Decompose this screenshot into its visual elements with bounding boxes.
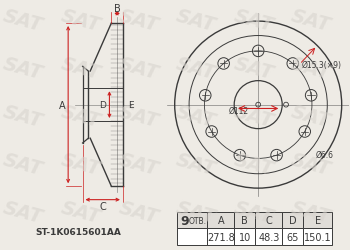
Text: A: A	[59, 100, 66, 110]
Text: SAT: SAT	[174, 102, 218, 131]
Text: SAT: SAT	[116, 7, 160, 36]
Bar	[282, 228, 303, 245]
Text: 48.3: 48.3	[258, 232, 279, 242]
Text: SAT: SAT	[174, 7, 218, 36]
Text: SAT: SAT	[116, 54, 160, 83]
Text: D: D	[289, 216, 296, 226]
Text: 65: 65	[287, 232, 299, 242]
Text: SAT: SAT	[289, 7, 333, 36]
Bar	[303, 228, 332, 245]
Text: SAT: SAT	[289, 150, 333, 179]
Text: A: A	[217, 216, 224, 226]
Text: E: E	[315, 216, 321, 226]
Text: SAT: SAT	[58, 54, 103, 83]
Text: B: B	[241, 216, 248, 226]
Text: SAT: SAT	[116, 198, 160, 227]
Text: SAT: SAT	[289, 54, 333, 83]
Text: SAT: SAT	[1, 54, 45, 83]
Text: SAT: SAT	[1, 102, 45, 131]
Text: E: E	[128, 101, 134, 110]
Text: B: B	[114, 4, 120, 14]
Text: C: C	[265, 216, 272, 226]
Text: SAT: SAT	[1, 7, 45, 36]
Text: SAT: SAT	[1, 198, 45, 227]
Text: SAT: SAT	[174, 198, 218, 227]
Bar	[234, 212, 255, 228]
Bar	[177, 212, 207, 228]
Text: C: C	[99, 202, 106, 211]
Text: 10: 10	[239, 232, 251, 242]
Bar	[177, 228, 207, 245]
Text: SAT: SAT	[231, 7, 275, 36]
Bar	[255, 212, 282, 228]
Text: SAT: SAT	[58, 7, 103, 36]
Bar	[234, 228, 255, 245]
Text: Ø112: Ø112	[229, 106, 249, 116]
Text: SAT: SAT	[231, 150, 275, 179]
Text: ОТВ.: ОТВ.	[189, 216, 207, 225]
Text: 271.8: 271.8	[207, 232, 235, 242]
Text: SAT: SAT	[231, 102, 275, 131]
Text: SAT: SAT	[1, 150, 45, 179]
Text: SAT: SAT	[58, 102, 103, 131]
Text: SAT: SAT	[231, 198, 275, 227]
Text: 9: 9	[180, 214, 189, 227]
Text: SAT: SAT	[231, 54, 275, 83]
Text: ST-1K0615601AA: ST-1K0615601AA	[36, 227, 122, 236]
Bar	[255, 228, 282, 245]
Text: Ø6.6: Ø6.6	[316, 150, 334, 160]
Bar	[303, 212, 332, 228]
Text: SAT: SAT	[116, 150, 160, 179]
Bar	[207, 228, 234, 245]
Text: SAT: SAT	[174, 54, 218, 83]
Text: D: D	[99, 101, 106, 110]
Text: SAT: SAT	[289, 198, 333, 227]
Text: SAT: SAT	[174, 150, 218, 179]
Text: SAT: SAT	[58, 198, 103, 227]
Text: Ø15.3(×9): Ø15.3(×9)	[301, 60, 341, 70]
Text: SAT: SAT	[58, 150, 103, 179]
Text: SAT: SAT	[289, 102, 333, 131]
Bar	[282, 212, 303, 228]
Text: 150.1: 150.1	[304, 232, 331, 242]
Bar	[207, 212, 234, 228]
Text: SAT: SAT	[116, 102, 160, 131]
